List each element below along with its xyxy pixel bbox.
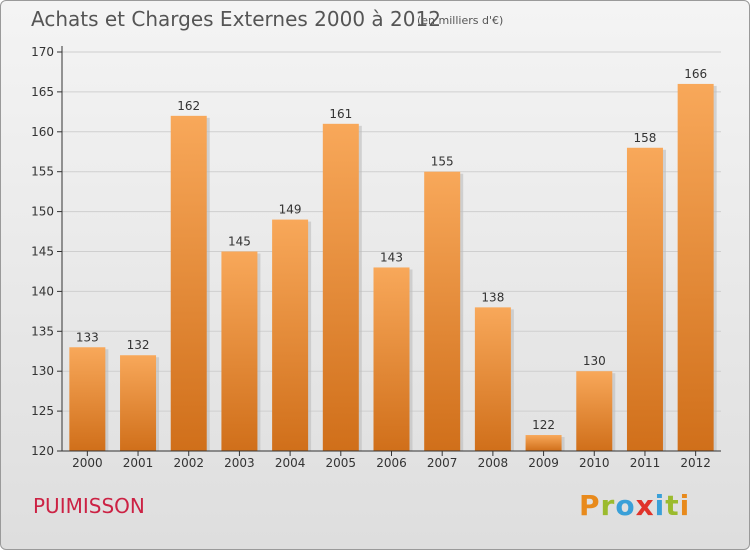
bar-2008 bbox=[474, 307, 511, 451]
data-label: 155 bbox=[431, 155, 454, 169]
logo-letter: i bbox=[654, 489, 666, 522]
x-tick-label: 2000 bbox=[72, 456, 103, 470]
proxiti-logo: Proxiti bbox=[579, 489, 690, 522]
data-label: 132 bbox=[127, 338, 150, 352]
y-tick-label: 155 bbox=[31, 165, 54, 179]
bar-2000 bbox=[69, 347, 106, 451]
y-tick-label: 140 bbox=[31, 284, 54, 298]
y-tick-label: 150 bbox=[31, 205, 54, 219]
data-label: 133 bbox=[76, 330, 99, 344]
data-label: 138 bbox=[481, 290, 504, 304]
data-label: 145 bbox=[228, 235, 251, 249]
x-tick-label: 2004 bbox=[275, 456, 306, 470]
bar-2006 bbox=[373, 267, 410, 451]
x-tick-label: 2003 bbox=[224, 456, 255, 470]
x-tick-label: 2009 bbox=[528, 456, 559, 470]
y-tick-label: 170 bbox=[31, 45, 54, 59]
x-tick-label: 2012 bbox=[680, 456, 711, 470]
y-tick-label: 145 bbox=[31, 245, 54, 259]
bar-2003 bbox=[221, 251, 258, 451]
y-tick-label: 135 bbox=[31, 324, 54, 338]
chart-subtitle: (en milliers d'€) bbox=[417, 14, 504, 27]
bar-2007 bbox=[424, 171, 461, 451]
bar-2004 bbox=[272, 219, 309, 451]
data-label: 162 bbox=[177, 99, 200, 113]
bar-2012 bbox=[677, 83, 714, 452]
bar-2011 bbox=[626, 147, 663, 451]
logo-letter: t bbox=[665, 489, 680, 522]
bar-2001 bbox=[120, 355, 157, 451]
x-tick-label: 2008 bbox=[478, 456, 509, 470]
data-label: 122 bbox=[532, 418, 555, 432]
y-tick-label: 125 bbox=[31, 404, 54, 418]
logo-letter: i bbox=[679, 489, 691, 522]
logo-letter: o bbox=[615, 489, 636, 522]
x-tick-label: 2010 bbox=[579, 456, 610, 470]
data-label: 161 bbox=[329, 107, 352, 121]
x-tick-label: 2002 bbox=[173, 456, 204, 470]
x-tick-label: 2011 bbox=[630, 456, 661, 470]
data-label: 143 bbox=[380, 250, 403, 264]
data-label: 166 bbox=[684, 67, 707, 81]
data-label: 149 bbox=[279, 203, 302, 217]
y-tick-label: 160 bbox=[31, 125, 54, 139]
x-tick-label: 2006 bbox=[376, 456, 407, 470]
commune-name: PUIMISSON bbox=[33, 494, 145, 518]
y-tick-label: 130 bbox=[31, 364, 54, 378]
bar-2002 bbox=[170, 115, 207, 451]
bar-2009 bbox=[525, 435, 562, 451]
x-tick-label: 2005 bbox=[326, 456, 357, 470]
bar-2005 bbox=[322, 123, 359, 451]
bars-layer: 133 132 162 145 149 161 143 155 138 122 130 158 166 bbox=[69, 67, 717, 452]
y-tick-label: 120 bbox=[31, 444, 54, 458]
bar-2010 bbox=[576, 371, 613, 451]
axis-layer: 120 125 130 135 140 145 150 155 160 165 170 2000 200… bbox=[31, 45, 721, 470]
data-label: 158 bbox=[634, 131, 657, 145]
y-tick-label: 165 bbox=[31, 85, 54, 99]
logo-letter: P bbox=[579, 489, 601, 522]
data-label: 130 bbox=[583, 354, 606, 368]
x-tick-label: 2007 bbox=[427, 456, 458, 470]
x-tick-label: 2001 bbox=[123, 456, 154, 470]
logo-letter: r bbox=[600, 489, 616, 522]
chart-title: Achats et Charges Externes 2000 à 2012 bbox=[31, 7, 441, 31]
logo-letter: x bbox=[635, 489, 655, 522]
